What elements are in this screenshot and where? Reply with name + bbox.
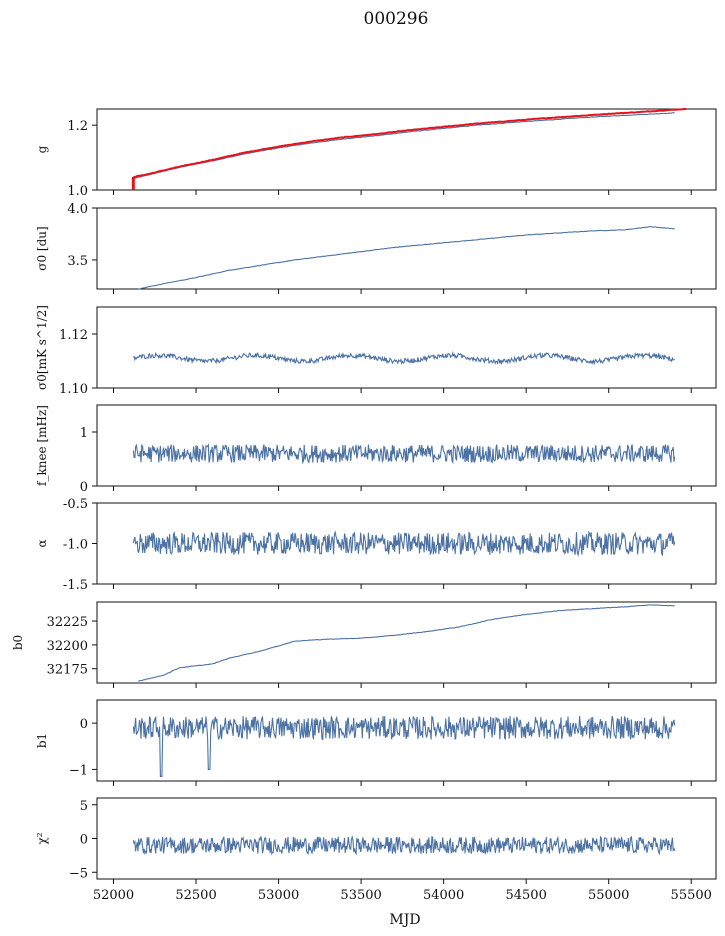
x-tick-label-5: 54500 (505, 888, 546, 903)
panel-alpha-series-0 (132, 530, 676, 557)
panel-alpha-ytick-label-0: -1.5 (63, 578, 88, 593)
panel-g-ylabel: g (35, 145, 49, 153)
panel-g-series-0 (133, 112, 675, 180)
x-tick-label-1: 52500 (175, 888, 216, 903)
panel-chi2-ytick-label-2: 5 (80, 799, 88, 814)
panel-fknee-series-0 (132, 443, 676, 465)
panel-sigma0-mk-frame (96, 306, 717, 389)
panel-g-ytick-label-1: 1.2 (67, 119, 88, 134)
panel-b1-ytick-label-0: −1 (69, 763, 88, 778)
panel-b1-series-0 (132, 715, 676, 777)
panel-sigma0-du-frame (96, 207, 717, 290)
panel-sigma0-du-ylabel: σ0 [du] (35, 226, 49, 270)
panel-b0-frame (96, 601, 717, 684)
panel-b1-ytick-label-1: 0 (80, 717, 88, 732)
panel-g-ytick-label-0: 1.0 (67, 184, 88, 199)
panel-b0-ytick-label-0: 32175 (47, 663, 88, 678)
panel-alpha-ytick-label-1: -1.0 (63, 538, 88, 553)
panel-sigma0-du-ytick-label-1: 4.0 (67, 202, 88, 217)
panel-sigma0-du-ytick-label-0: 3.5 (67, 254, 88, 269)
panel-g-frame (96, 108, 717, 191)
panel-alpha-ytick-label-2: -0.5 (63, 497, 88, 512)
panel-b0-ylabel: b0 (11, 635, 25, 650)
panel-b0-ytick-label-2: 32225 (47, 615, 88, 630)
panel-fknee-frame (96, 404, 717, 487)
panel-g-series-1 (133, 107, 687, 179)
panel-sigma0-mk-series-0 (132, 351, 675, 366)
panel-sigma0-mk-ytick-label-1: 1.12 (59, 328, 88, 343)
x-tick-label-2: 53000 (258, 888, 299, 903)
figure-title: 000296 (364, 9, 429, 29)
panel-fknee-ylabel: f_knee [mHz] (35, 405, 49, 486)
panel-fknee-ytick-label-0: 0 (80, 480, 88, 495)
panel-sigma0-mk-ylabel: σ0[mK s^1/2] (35, 305, 49, 390)
panel-alpha-ylabel: α (35, 539, 49, 547)
panel-sigma0-du-series-0 (138, 226, 675, 290)
x-axis-label: MJD (389, 912, 420, 928)
panel-fknee-ytick-label-1: 1 (80, 426, 88, 441)
panel-b0-ytick-label-1: 32200 (47, 639, 88, 654)
panel-b1-frame (96, 699, 717, 782)
panel-chi2-ytick-label-1: 0 (80, 833, 88, 848)
panel-chi2-ytick-label-0: −5 (69, 866, 88, 881)
x-tick-label-6: 55000 (588, 888, 629, 903)
panel-chi2-frame (96, 797, 717, 880)
x-tick-label-4: 54000 (423, 888, 464, 903)
panel-b1-ylabel: b1 (35, 733, 49, 748)
panel-b0-series-0 (138, 604, 675, 682)
x-tick-label-3: 53500 (340, 888, 381, 903)
panels-group: 1.0 1.2 g 3.5 4.0 σ0 [du] 1.10 1.12 σ0[mK s^1/2]… (11, 107, 717, 903)
x-tick-label-7: 55500 (671, 888, 712, 903)
panel-sigma0-mk-ytick-label-0: 1.10 (59, 382, 88, 397)
x-tick-label-0: 52000 (93, 888, 134, 903)
panel-chi2-series-0 (132, 835, 676, 856)
panel-chi2-ylabel: χ² (35, 832, 49, 844)
